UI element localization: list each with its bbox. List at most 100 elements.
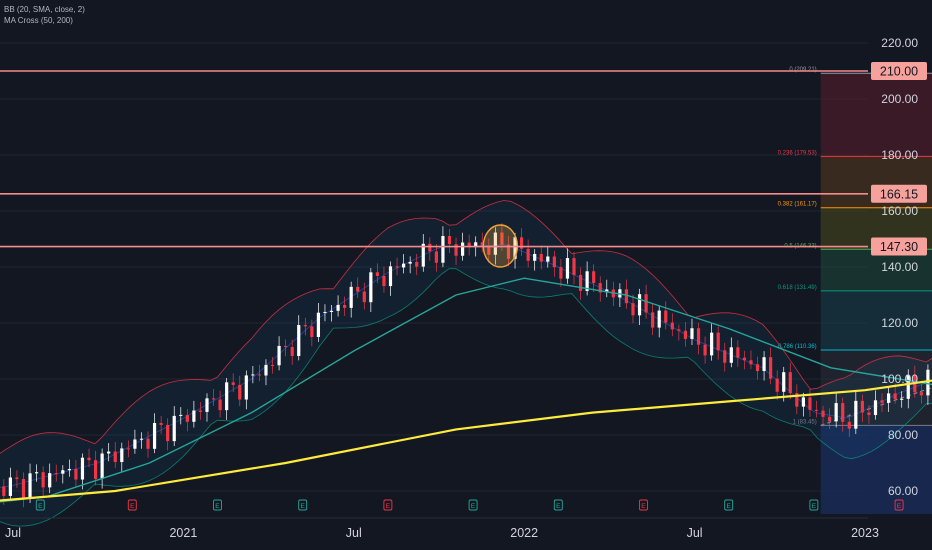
y-axis[interactable]: 60.00 80.00 100.00 120.00 140.00 160.00 180.00…	[881, 36, 918, 498]
candle-body	[74, 468, 78, 480]
candle	[919, 383, 923, 404]
candle-body	[480, 242, 484, 247]
candle-body	[257, 374, 262, 376]
candle	[585, 261, 589, 296]
candle-body	[500, 232, 504, 245]
candle	[736, 340, 740, 367]
event-marker-box	[213, 499, 222, 511]
candle-body	[605, 289, 609, 293]
candle	[100, 448, 104, 489]
candle	[218, 390, 222, 418]
candle	[251, 365, 255, 384]
candle-body	[251, 374, 255, 376]
candle	[41, 466, 45, 497]
candle-body	[854, 400, 858, 429]
candle	[388, 261, 393, 296]
candle	[873, 390, 878, 420]
event-marker[interactable]: E	[639, 499, 648, 511]
event-marker[interactable]: E	[894, 499, 904, 511]
level-badge: 147.30	[871, 237, 927, 256]
x-tick-label: 2023	[851, 526, 879, 540]
candle-body	[893, 393, 897, 400]
candle	[428, 237, 432, 261]
candle-body	[415, 261, 419, 267]
candle	[415, 253, 419, 275]
candle-body	[716, 332, 720, 351]
bb-lower	[0, 268, 932, 527]
event-marker[interactable]: E	[553, 499, 563, 511]
candle-body	[270, 364, 275, 366]
candle	[729, 337, 733, 368]
indicator-legend: BB (20, SMA, close, 2) MA Cross (50, 200…	[4, 4, 85, 26]
candle-body	[211, 398, 216, 400]
candle-body	[454, 244, 458, 256]
candle	[303, 317, 307, 336]
event-marker[interactable]: E	[468, 499, 478, 511]
candle-body	[107, 451, 111, 454]
event-marker-box	[809, 499, 819, 511]
y-tick-label: 60.00	[888, 484, 918, 498]
candle-body	[624, 289, 629, 304]
candle	[231, 373, 235, 393]
event-marker-letter: E	[215, 503, 220, 510]
candle-body	[572, 258, 576, 275]
candle-body	[113, 451, 117, 463]
event-marker-letter: E	[386, 503, 391, 510]
candle	[28, 463, 32, 503]
candle	[506, 235, 511, 267]
candle-body	[723, 350, 727, 363]
event-marker-letter: E	[38, 503, 43, 510]
candle	[657, 306, 661, 338]
candle-body	[670, 322, 674, 330]
event-marker[interactable]: E	[724, 499, 734, 511]
event-marker-letter: E	[727, 503, 732, 510]
candle-body	[159, 423, 163, 425]
candle	[749, 350, 753, 370]
candle-body	[867, 412, 871, 416]
event-marker[interactable]: E	[127, 499, 137, 511]
event-marker[interactable]: E	[35, 499, 45, 511]
candle	[126, 440, 130, 458]
candle-body	[336, 304, 340, 311]
event-marker[interactable]: E	[298, 499, 308, 511]
x-axis[interactable]: Jul2021Jul2022Jul2023Jul2024Jul2025Jul20…	[0, 517, 932, 540]
candle-body	[290, 347, 294, 357]
candle	[546, 246, 550, 268]
candle-body	[428, 243, 432, 252]
event-marker[interactable]: E	[383, 499, 393, 511]
candle	[264, 359, 268, 386]
candle	[762, 351, 766, 381]
candle	[277, 336, 281, 371]
candle	[854, 391, 858, 434]
y-tick-label: 180.00	[881, 148, 918, 162]
candle-body	[21, 478, 26, 498]
candle-body	[205, 398, 209, 412]
candle	[257, 364, 262, 382]
event-marker[interactable]: E	[213, 499, 222, 511]
candle	[828, 408, 832, 430]
candle-body	[310, 326, 314, 337]
candle	[814, 400, 819, 418]
candle	[782, 366, 786, 402]
legend-ma-cross[interactable]: MA Cross (50, 200)	[4, 16, 73, 25]
event-marker[interactable]: E	[809, 499, 819, 511]
candle	[480, 232, 484, 253]
candle-body	[133, 439, 137, 449]
candle	[67, 459, 71, 477]
candle	[93, 450, 98, 486]
level-badge: 210.00	[871, 62, 927, 80]
candle-body	[382, 275, 386, 287]
legend-bb[interactable]: BB (20, SMA, close, 2)	[4, 5, 85, 14]
candle	[244, 370, 248, 410]
candle	[316, 302, 321, 342]
candle	[598, 276, 602, 302]
candle-body	[906, 375, 910, 399]
event-marker-letter: E	[897, 503, 902, 510]
candle	[225, 378, 229, 420]
candle-body	[683, 330, 688, 339]
candle	[572, 251, 576, 285]
candle	[447, 228, 452, 254]
y-tick-label: 140.00	[881, 260, 918, 274]
candle	[847, 413, 851, 437]
